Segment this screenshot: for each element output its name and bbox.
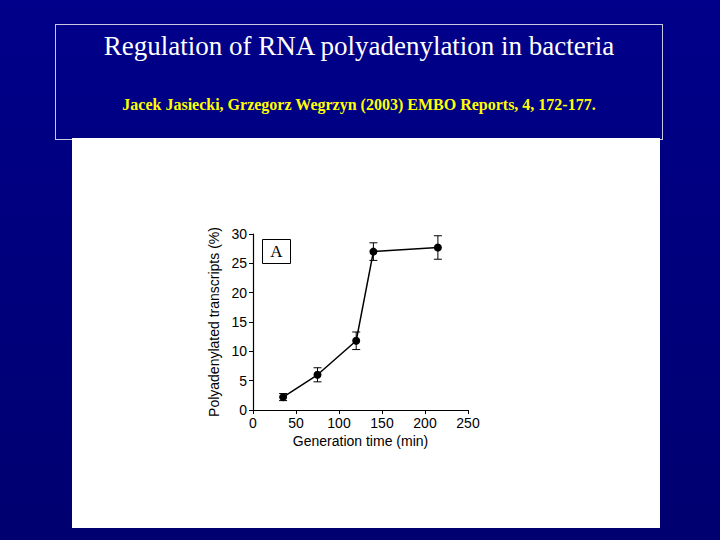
svg-text:150: 150 (370, 415, 394, 431)
svg-text:100: 100 (327, 415, 351, 431)
svg-text:Generation time (min): Generation time (min) (293, 433, 428, 449)
svg-text:5: 5 (239, 373, 247, 389)
html-text:Jacek Jasiecki, Grzegorz Wegrz: Jacek Jasiecki, Grzegorz Wegrzyn (2003) … (122, 96, 596, 113)
svg-text:20: 20 (231, 285, 247, 301)
html-text:Regulation of RNA polyadenylat: Regulation of RNA polyadenylation in bac… (103, 31, 615, 61)
svg-text:A: A (270, 242, 283, 261)
svg-text:50: 50 (288, 415, 304, 431)
svg-text:0: 0 (249, 415, 257, 431)
svg-text:0: 0 (239, 402, 247, 418)
svg-text:30: 30 (231, 226, 247, 242)
svg-text:Polyadenylated transcripts (%): Polyadenylated transcripts (%) (206, 227, 222, 417)
svg-text:25: 25 (231, 255, 247, 271)
svg-text:10: 10 (231, 343, 247, 359)
svg-text:15: 15 (231, 314, 247, 330)
svg-text:250: 250 (456, 415, 480, 431)
svg-text:200: 200 (413, 415, 437, 431)
